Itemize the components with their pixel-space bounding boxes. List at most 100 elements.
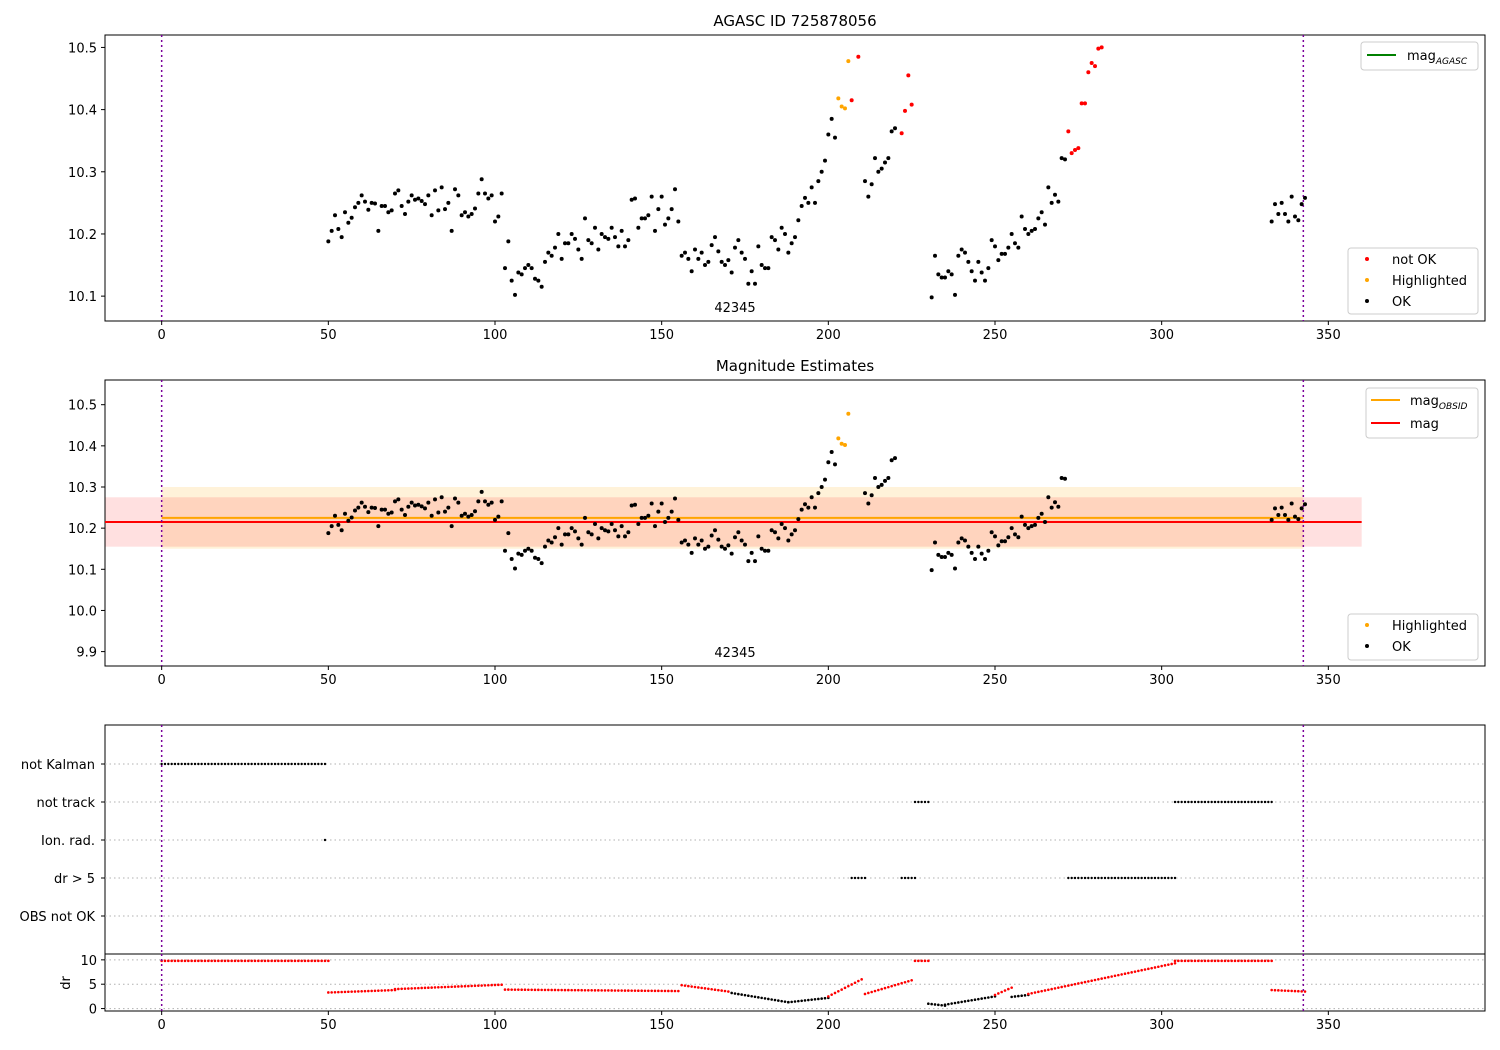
data-point-ok xyxy=(1046,185,1051,190)
data-point-ok xyxy=(1299,202,1304,207)
dr-point xyxy=(1183,959,1187,963)
flag-point xyxy=(243,762,247,766)
dr-point xyxy=(467,984,470,988)
dr-point xyxy=(530,988,533,992)
dr-point xyxy=(587,988,590,992)
dr-point xyxy=(447,985,450,989)
dr-point xyxy=(990,995,993,999)
data-point-ok xyxy=(876,484,881,489)
dr-point xyxy=(977,997,980,1001)
data-point-ok xyxy=(593,522,597,527)
dr-point xyxy=(817,997,820,1001)
data-point-ok xyxy=(339,528,344,533)
dr-point xyxy=(1267,959,1270,963)
data-point-ok xyxy=(353,205,357,210)
dr-point xyxy=(527,988,530,992)
flag-point xyxy=(233,762,237,766)
dr-point xyxy=(960,1000,963,1004)
data-point-ok xyxy=(573,236,577,241)
dr-point xyxy=(987,996,990,999)
data-point-ok xyxy=(459,213,464,218)
data-point-ok xyxy=(663,222,667,227)
flag-point xyxy=(1127,876,1130,880)
data-point-ok xyxy=(863,179,867,184)
data-point-ok xyxy=(826,132,831,137)
data-point-ok xyxy=(799,203,804,208)
data-point-ok xyxy=(359,193,364,198)
dr-point xyxy=(703,987,707,990)
data-point-ok xyxy=(1289,501,1294,506)
data-point-ok xyxy=(1023,226,1027,231)
data-point-ok xyxy=(946,269,951,274)
dr-point xyxy=(940,1003,943,1007)
y-tick-label: 10.3 xyxy=(68,481,97,496)
dr-point xyxy=(440,985,443,989)
data-point-ok xyxy=(446,200,451,205)
dr-point xyxy=(607,989,610,992)
x-tick-label: 100 xyxy=(483,1018,508,1033)
data-point-ok xyxy=(1016,535,1021,540)
data-point-ok xyxy=(963,250,967,255)
flag-point xyxy=(920,800,923,804)
data-point-ok xyxy=(639,515,644,520)
data-point-ok xyxy=(803,502,807,507)
flag-point xyxy=(323,838,327,842)
dr-point xyxy=(373,989,377,993)
flag-point xyxy=(1250,800,1253,804)
dr-point xyxy=(780,999,783,1003)
dr-point xyxy=(1300,990,1303,993)
data-point-ok xyxy=(423,202,427,207)
data-point-ok xyxy=(446,505,451,510)
dr-point xyxy=(1217,959,1220,963)
dr-point xyxy=(1093,978,1097,982)
flag-point xyxy=(1090,876,1093,880)
data-point-ok xyxy=(709,533,714,538)
dr-point xyxy=(1240,959,1243,963)
flag-point xyxy=(863,876,867,880)
data-point-ok xyxy=(646,213,651,218)
dr-point xyxy=(760,996,763,1000)
data-point-ok xyxy=(1286,517,1291,522)
dr-point xyxy=(453,985,457,988)
data-point-ok xyxy=(1059,156,1064,161)
data-point-ok xyxy=(666,216,671,221)
flag-point xyxy=(250,762,253,766)
dr-point xyxy=(800,999,803,1003)
dr-point xyxy=(720,989,723,992)
legend-points xyxy=(1347,247,1479,315)
dr-point xyxy=(1083,980,1087,984)
data-point-ok xyxy=(339,235,344,240)
data-point-ok xyxy=(1273,506,1277,511)
dr-point xyxy=(910,979,913,982)
dr-point xyxy=(390,988,393,992)
dr-point xyxy=(327,959,330,963)
dr-point xyxy=(543,988,547,992)
data-point-ok xyxy=(509,278,514,283)
data-point-ok xyxy=(403,212,407,217)
data-point-ok xyxy=(496,214,501,219)
flag-point xyxy=(313,762,317,766)
dr-point xyxy=(1127,971,1130,975)
dr-point xyxy=(207,959,210,963)
dr-point xyxy=(1223,959,1227,963)
flag-point xyxy=(1140,876,1143,880)
data-point-ok xyxy=(363,504,367,509)
data-point-ok xyxy=(719,259,724,264)
dr-point xyxy=(863,992,867,996)
data-point-ok xyxy=(1286,219,1291,224)
dr-point xyxy=(1007,987,1010,991)
dr-point xyxy=(1023,994,1027,997)
data-point-ok xyxy=(593,225,597,230)
data-point-ok xyxy=(493,219,497,224)
data-point-ok xyxy=(349,515,354,520)
flag-point xyxy=(193,762,197,766)
flag-category-label: OBS not OK xyxy=(20,910,96,925)
dr-point xyxy=(523,988,527,992)
data-point-ok xyxy=(999,251,1004,256)
data-point-ok xyxy=(559,256,564,261)
dr-point xyxy=(893,983,897,987)
data-point-ok xyxy=(549,253,554,258)
dr-point xyxy=(687,984,690,988)
x-tick-label: 100 xyxy=(483,328,508,343)
dr-point xyxy=(963,1000,967,1003)
